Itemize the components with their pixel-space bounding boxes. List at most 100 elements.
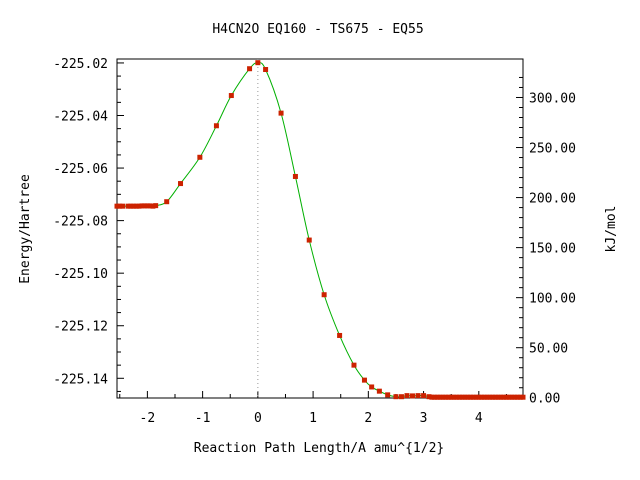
data-point xyxy=(514,394,520,400)
x-tick-label: -2 xyxy=(140,411,156,426)
y-axis-label: Energy/Hartree xyxy=(18,174,33,284)
data-point xyxy=(147,203,153,209)
data-point xyxy=(337,332,343,338)
x-tick-label: -1 xyxy=(195,411,211,426)
data-point xyxy=(213,123,219,129)
data-point xyxy=(404,393,410,399)
data-point xyxy=(410,393,416,399)
data-point xyxy=(512,394,518,400)
data-point xyxy=(440,394,446,400)
axes-group: -2 -1 0 1 2 3 4 -225.02 -225.04 -225.06 -225.08 -22… xyxy=(53,57,576,426)
data-point xyxy=(117,203,123,209)
data-point xyxy=(306,237,312,243)
data-point xyxy=(492,394,498,400)
y-tick-label: -225.02 xyxy=(53,57,108,72)
y-tick-label: -225.10 xyxy=(53,267,108,282)
data-point xyxy=(473,394,479,400)
data-point xyxy=(443,394,449,400)
data-point xyxy=(197,154,203,160)
data-point xyxy=(255,60,261,66)
y2-tick-label: 100.00 xyxy=(529,292,576,307)
data-point xyxy=(421,393,427,399)
data-point xyxy=(465,394,471,400)
plot-frame xyxy=(116,58,524,399)
data-point xyxy=(398,394,404,400)
y2-tick-label: 200.00 xyxy=(529,192,576,207)
data-point xyxy=(506,394,512,400)
data-point xyxy=(434,394,440,400)
data-point xyxy=(144,203,150,209)
data-point xyxy=(517,394,523,400)
y2-tick-label: 250.00 xyxy=(529,142,576,157)
data-point xyxy=(164,199,170,205)
data-point xyxy=(139,203,145,209)
data-point xyxy=(429,394,435,400)
data-point xyxy=(153,203,159,209)
data-point xyxy=(136,203,142,209)
data-point xyxy=(451,394,457,400)
data-point xyxy=(468,394,474,400)
data-point xyxy=(376,388,382,394)
data-point xyxy=(509,394,515,400)
data-point xyxy=(385,392,391,398)
y-tick-label: -225.06 xyxy=(53,162,108,177)
data-point xyxy=(503,394,509,400)
data-point xyxy=(426,394,432,400)
data-point xyxy=(459,394,465,400)
x-axis-label: Reaction Path Length/A amu^{1/2} xyxy=(194,441,444,456)
energy-curve xyxy=(117,62,523,398)
data-point xyxy=(501,394,507,400)
data-point xyxy=(369,384,375,390)
y-tick-label: -225.08 xyxy=(53,215,108,230)
data-point xyxy=(415,393,421,399)
x-tick-label: 3 xyxy=(420,411,428,426)
data-point xyxy=(454,394,460,400)
data-point xyxy=(393,394,399,400)
x-tick-label: 1 xyxy=(309,411,317,426)
x-tick-label: 4 xyxy=(475,411,483,426)
y2-tick-label: 150.00 xyxy=(529,242,576,257)
y2-tick-label: 300.00 xyxy=(529,91,576,106)
y2-tick-label: 0.00 xyxy=(529,392,560,407)
data-point xyxy=(437,394,443,400)
y-tick-label: -225.12 xyxy=(53,320,108,335)
data-point xyxy=(131,203,137,209)
data-point xyxy=(120,203,126,209)
data-point xyxy=(228,93,234,99)
data-point xyxy=(490,394,496,400)
x-tick-label: 0 xyxy=(254,411,262,426)
y2-tick-label: 50.00 xyxy=(529,342,568,357)
data-point xyxy=(278,110,284,116)
data-point xyxy=(495,394,501,400)
y-tick-label: -225.04 xyxy=(53,110,108,125)
data-point xyxy=(479,394,485,400)
data-point xyxy=(487,394,493,400)
data-point xyxy=(481,394,487,400)
chart-title: H4CN2O EQ160 - TS675 - EQ55 xyxy=(212,22,423,37)
data-point xyxy=(114,203,120,209)
data-point xyxy=(361,377,367,383)
data-point xyxy=(484,394,490,400)
y-tick-label: -225.14 xyxy=(53,372,108,387)
data-point xyxy=(292,173,298,179)
data-point xyxy=(142,203,148,209)
data-point xyxy=(462,394,468,400)
data-point xyxy=(445,394,451,400)
data-point xyxy=(432,394,438,400)
data-point xyxy=(150,203,156,209)
x-tick-label: 2 xyxy=(364,411,372,426)
data-point xyxy=(263,67,269,73)
data-point xyxy=(498,394,504,400)
data-point xyxy=(128,203,134,209)
data-point xyxy=(476,394,482,400)
data-point xyxy=(133,203,139,209)
data-point xyxy=(456,394,462,400)
data-point xyxy=(448,394,454,400)
data-point xyxy=(178,181,184,187)
data-point xyxy=(125,203,131,209)
data-point xyxy=(520,394,526,400)
data-point xyxy=(247,66,253,72)
data-point xyxy=(470,394,476,400)
y2-axis-label: kJ/mol xyxy=(604,206,619,253)
